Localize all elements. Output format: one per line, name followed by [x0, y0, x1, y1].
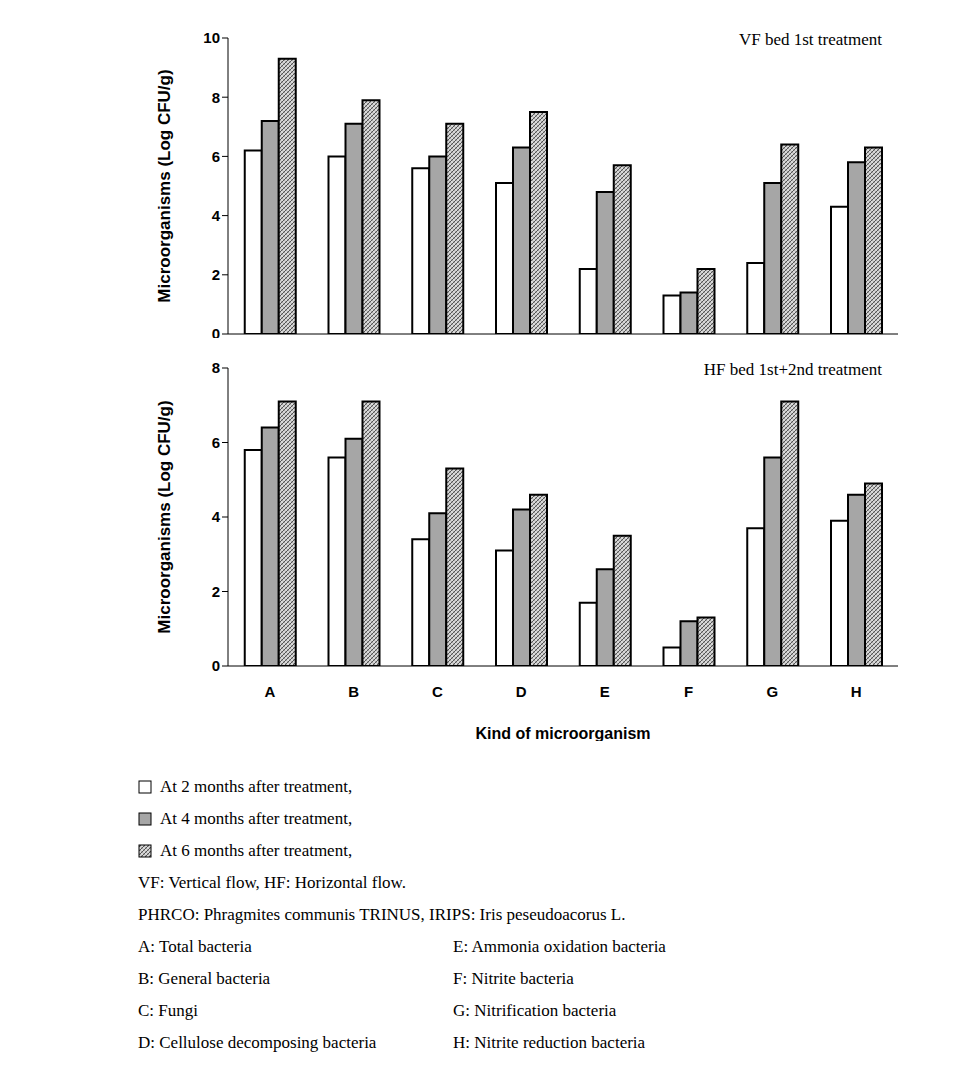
- html-text:At 4 months after treatment,: At 4 months after treatment,: [160, 809, 353, 828]
- svg-text:8: 8: [212, 359, 220, 376]
- svg-text:0: 0: [212, 657, 220, 674]
- html-text:D: Cellulose decomposing bacte: D: Cellulose decomposing bacteria: [138, 1033, 377, 1052]
- svg-text:Microorganisms (Log CFU/g): Microorganisms (Log CFU/g): [155, 69, 174, 302]
- svg-text:4: 4: [212, 207, 221, 224]
- html-text:H: Nitrite reduction bacteria: H: Nitrite reduction bacteria: [453, 1033, 646, 1052]
- svg-text:F: F: [684, 683, 693, 700]
- svg-text:Microorganisms (Log CFU/g): Microorganisms (Log CFU/g): [155, 400, 174, 633]
- svg-text:H: H: [851, 683, 862, 700]
- svg-text:Kind of microorganism: Kind of microorganism: [475, 725, 650, 741]
- html-text:At 2 months after treatment,: At 2 months after treatment,: [160, 777, 353, 796]
- svg-text:D: D: [516, 683, 527, 700]
- svg-text:B: B: [348, 683, 359, 700]
- svg-text:A: A: [264, 683, 275, 700]
- svg-text:6: 6: [212, 434, 220, 451]
- svg-text:E: E: [600, 683, 610, 700]
- html-text:B: General bacteria: B: General bacteria: [138, 969, 271, 988]
- svg-text:8: 8: [212, 89, 220, 106]
- html-text:E: Ammonia oxidation bacteria: E: Ammonia oxidation bacteria: [453, 937, 666, 956]
- html-text:A: Total bacteria: A: Total bacteria: [138, 937, 252, 956]
- svg-text:C: C: [432, 683, 443, 700]
- svg-text:10: 10: [203, 29, 220, 46]
- svg-text:2: 2: [212, 266, 220, 283]
- html-text:VF: Vertical flow, HF: Horizon: VF: Vertical flow, HF: Horizontal flow.: [138, 873, 406, 892]
- svg-text:2: 2: [212, 583, 220, 600]
- html-text:C: Fungi: C: Fungi: [138, 1001, 198, 1020]
- html-text:VF bed 1st treatment: VF bed 1st treatment: [738, 30, 882, 49]
- html-text:PHRCO: Phragmites communis TRI: PHRCO: Phragmites communis TRINUS, IRIPS…: [138, 905, 626, 924]
- html-text:F: Nitrite bacteria: F: Nitrite bacteria: [453, 969, 574, 988]
- svg-text:6: 6: [212, 148, 220, 165]
- svg-text:G: G: [767, 683, 779, 700]
- svg-text:4: 4: [212, 508, 221, 525]
- html-text:HF bed 1st+2nd treatment: HF bed 1st+2nd treatment: [703, 360, 882, 379]
- html-text:At 6 months after treatment,: At 6 months after treatment,: [160, 841, 353, 860]
- svg-text:0: 0: [212, 325, 220, 338]
- html-text:G: Nitrification bacteria: G: Nitrification bacteria: [453, 1001, 617, 1020]
